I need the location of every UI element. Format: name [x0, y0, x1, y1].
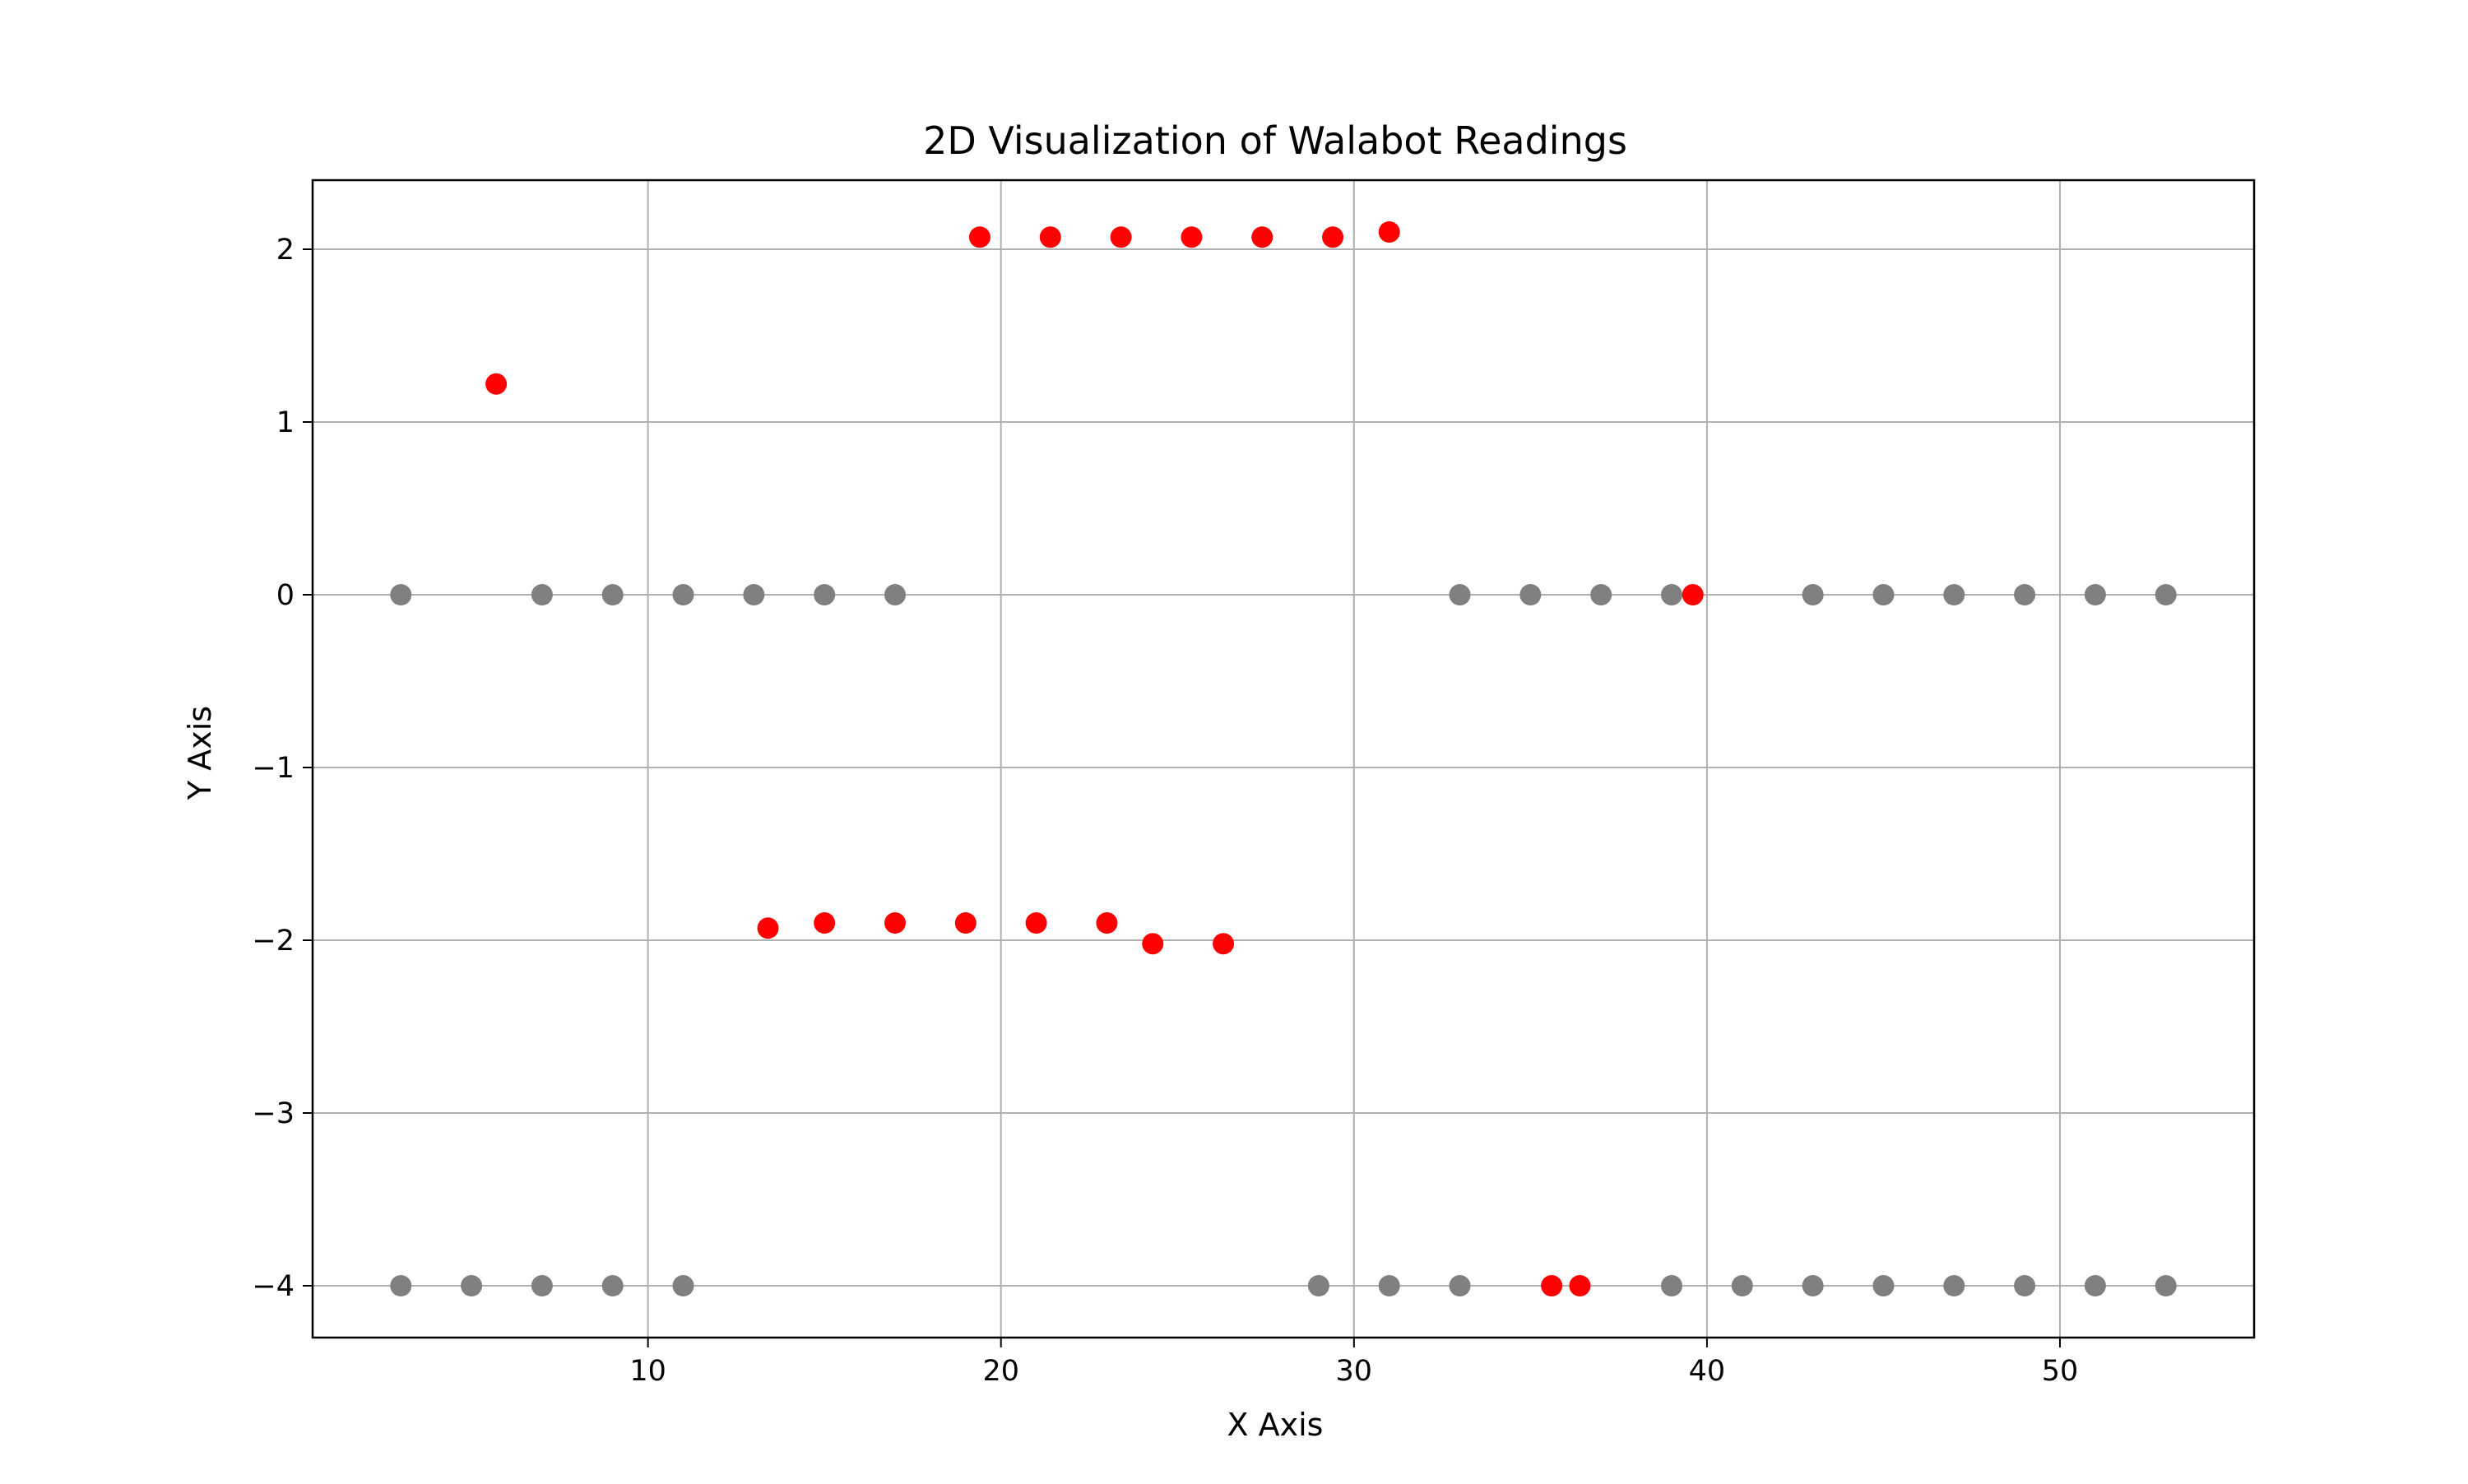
gray-data-point	[531, 1275, 553, 1296]
gray-data-point	[2084, 584, 2106, 605]
gray-data-point	[672, 1275, 694, 1296]
gray-data-point	[1872, 584, 1895, 605]
gray-data-point	[1590, 584, 1612, 605]
gray-data-point	[1661, 1275, 1682, 1296]
red-data-point	[1142, 933, 1164, 955]
red-data-point	[1110, 226, 1132, 248]
grid-lines	[313, 180, 2254, 1338]
red-data-point	[1569, 1275, 1591, 1296]
gray-data-point	[1307, 1275, 1329, 1296]
data-points	[390, 221, 2177, 1296]
gray-data-point	[461, 1275, 483, 1296]
red-data-point	[1213, 933, 1235, 955]
gray-data-point	[1519, 584, 1542, 605]
gray-data-point	[2155, 584, 2177, 605]
gray-data-point	[390, 584, 412, 605]
x-tick-label: 50	[2042, 1355, 2079, 1388]
gray-data-point	[1661, 584, 1682, 605]
gray-data-point	[1449, 584, 1471, 605]
chart-title: 2D Visualization of Walabot Readings	[923, 118, 1627, 163]
gray-data-point	[531, 584, 553, 605]
gray-data-point	[884, 584, 906, 605]
gray-data-point	[1449, 1275, 1471, 1296]
red-data-point	[1541, 1275, 1563, 1296]
red-data-point	[757, 917, 779, 939]
gray-data-point	[1802, 1275, 1824, 1296]
red-data-point	[884, 912, 906, 934]
red-data-point	[1025, 912, 1047, 934]
y-tick-label: −1	[252, 752, 295, 785]
red-data-point	[814, 912, 836, 934]
red-data-point	[485, 373, 508, 395]
gray-data-point	[1731, 1275, 1753, 1296]
x-axis-label: X Axis	[1227, 1407, 1324, 1443]
red-data-point	[954, 912, 977, 934]
gray-data-point	[601, 1275, 624, 1296]
gray-data-point	[814, 584, 836, 605]
gray-data-point	[1943, 584, 1965, 605]
y-tick-label: 0	[276, 579, 295, 612]
red-data-point	[1096, 912, 1118, 934]
y-tick-label: 2	[276, 234, 295, 267]
gray-data-point	[672, 584, 694, 605]
x-tick-label: 20	[982, 1355, 1019, 1388]
gray-data-point	[390, 1275, 412, 1296]
red-data-point	[1682, 584, 1704, 605]
gray-data-point	[743, 584, 765, 605]
x-tick-label: 40	[1689, 1355, 1726, 1388]
gray-data-point	[2084, 1275, 2106, 1296]
y-tick-label: 1	[276, 406, 295, 439]
red-data-point	[968, 226, 990, 248]
y-axis-label: Y Axis	[182, 706, 218, 800]
gray-data-point	[2014, 584, 2036, 605]
red-data-point	[1181, 226, 1203, 248]
x-tick-label: 30	[1336, 1355, 1373, 1388]
gray-data-point	[1802, 584, 1824, 605]
y-tick-label: −4	[252, 1270, 295, 1303]
gray-data-point	[601, 584, 624, 605]
gray-data-point	[1378, 1275, 1400, 1296]
gray-data-point	[2155, 1275, 2177, 1296]
gray-data-point	[1943, 1275, 1965, 1296]
plot-frame	[311, 179, 2256, 1339]
red-data-point	[1251, 226, 1273, 248]
red-data-point	[1322, 226, 1344, 248]
y-tick-label: −2	[252, 925, 295, 958]
y-tick-label: −3	[252, 1097, 295, 1130]
red-data-point	[1039, 226, 1061, 248]
gray-data-point	[2014, 1275, 2036, 1296]
red-data-point	[1378, 221, 1400, 243]
gray-data-point	[1872, 1275, 1895, 1296]
x-tick-label: 10	[629, 1355, 666, 1388]
